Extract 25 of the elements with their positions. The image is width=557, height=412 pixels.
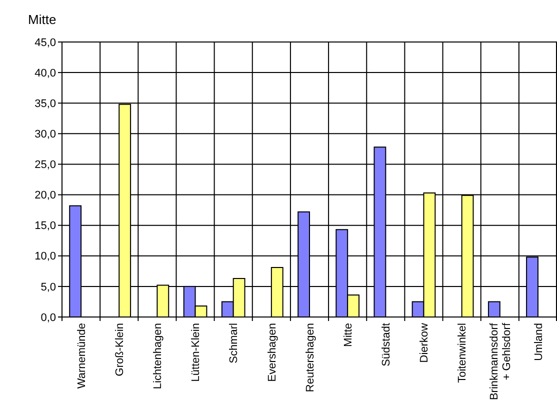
x-tick-label: Lichtenhagen [152,323,164,390]
y-tick-label: 45,0 [34,36,56,49]
x-tick-label: Mitte [342,323,354,347]
y-tick-label: 25,0 [34,159,56,172]
chart-title: Mitte [28,12,56,27]
x-tick-label: Umland [532,323,545,361]
y-tick-label: 40,0 [34,67,56,80]
y-tick-label: 15,0 [34,220,56,232]
y-tick-label: 5,0 [40,281,56,294]
x-tick-label: Schmarl [228,323,240,364]
y-tick-label: 30,0 [34,128,56,141]
x-tick-label: Groß-Klein [114,323,126,376]
y-tick-label: 10,0 [34,250,56,263]
x-tick-label: Lütten-Klein [190,323,202,382]
x-tick-label: Dierkow [418,322,431,363]
x-tick-label: Evershagen [266,323,278,382]
x-tick-label: Toitenwinkel [456,323,469,383]
y-tick-label: 0,0 [40,312,56,324]
x-tick-label: Südstadt [380,323,393,366]
x-tick-label: Brinkmannsdorf + Gehlsdorf [488,322,513,400]
bar [488,301,500,318]
x-tick-label: Reutershagen [304,323,316,392]
y-tick-label: 20,0 [34,190,56,202]
x-tick-label: Warnemünde [76,323,88,389]
y-tick-label: 35,0 [34,98,56,110]
